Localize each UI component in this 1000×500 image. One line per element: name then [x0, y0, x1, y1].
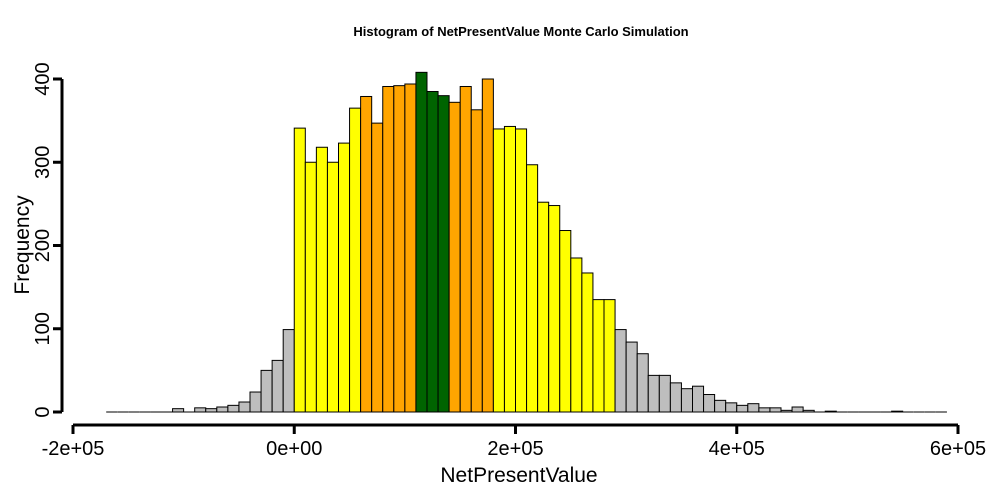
y-axis-label: Frequency: [11, 195, 34, 295]
x-axis-label: NetPresentValue: [440, 464, 597, 487]
y-tick-label: 0: [32, 406, 54, 417]
histogram-bar: [382, 85, 395, 413]
histogram-bar: [824, 410, 837, 413]
histogram-bar: [614, 329, 627, 413]
histogram-bar: [791, 406, 804, 413]
histogram-bar: [703, 394, 716, 413]
y-axis: 0 100 200 300 400: [32, 62, 64, 418]
histogram-bar: [503, 125, 516, 413]
histogram-bar: [736, 404, 749, 413]
x-tick-label: 0e+00: [266, 438, 322, 460]
histogram-bar: [415, 71, 428, 413]
histogram-bar: [404, 83, 417, 413]
histogram-bar: [338, 142, 351, 413]
histogram-bars: [106, 71, 947, 413]
histogram-bar: [205, 408, 218, 413]
histogram-bar: [349, 107, 362, 413]
histogram-bar: [625, 341, 638, 413]
histogram-bar: [548, 205, 561, 413]
histogram-bar: [747, 403, 760, 413]
histogram-bar: [581, 272, 594, 413]
histogram-bar: [802, 409, 815, 413]
histogram-bar: [304, 161, 317, 413]
histogram-bar: [680, 388, 693, 413]
histogram-bar: [426, 90, 439, 413]
histogram-bar: [238, 401, 251, 413]
histogram-bar: [271, 359, 284, 413]
x-axis: -2e+05 0e+00 2e+05 4e+05 6e+05: [42, 423, 986, 460]
histogram-bar: [437, 95, 450, 413]
histogram-bar: [592, 299, 605, 413]
histogram-bar: [470, 109, 483, 413]
histogram-bar: [393, 85, 406, 413]
histogram-bar: [559, 230, 572, 413]
x-tick-label: -2e+05: [42, 438, 105, 460]
chart-title: Histogram of NetPresentValue Monte Carlo…: [353, 24, 688, 39]
histogram-bar: [669, 382, 682, 413]
histogram-bar: [481, 78, 494, 413]
histogram-bar: [636, 353, 649, 413]
histogram-bar: [492, 128, 505, 413]
y-tick-label: 300: [32, 146, 54, 179]
x-tick-label: 2e+05: [487, 438, 543, 460]
x-tick-label: 4e+05: [709, 438, 765, 460]
histogram-bar: [891, 410, 904, 413]
histogram-bar: [448, 101, 461, 413]
histogram-bar: [216, 406, 229, 413]
histogram-bar: [194, 407, 207, 413]
histogram-bar: [282, 329, 295, 413]
histogram-bar: [537, 201, 550, 413]
histogram-bar: [249, 391, 262, 413]
histogram-bar: [360, 95, 373, 413]
histogram-bar: [658, 374, 671, 413]
histogram-bar: [326, 161, 339, 413]
histogram-bar: [780, 409, 793, 413]
histogram-bar: [459, 85, 472, 413]
histogram-bar: [570, 257, 583, 413]
histogram-bar: [603, 299, 616, 413]
histogram-bar: [315, 146, 328, 413]
histogram-bar: [260, 369, 273, 413]
y-tick-label: 400: [32, 62, 54, 95]
histogram-bar: [769, 407, 782, 413]
histogram-bar: [293, 127, 306, 413]
histogram-bar: [227, 404, 240, 413]
histogram-bar: [371, 122, 384, 413]
histogram-bar: [526, 164, 539, 413]
histogram-bar: [172, 408, 185, 413]
histogram-bar: [692, 385, 705, 413]
histogram-bar: [647, 374, 660, 413]
x-tick-label: 6e+05: [930, 438, 986, 460]
histogram-bar: [725, 402, 738, 413]
histogram-bar: [758, 407, 771, 413]
histogram-bar: [714, 399, 727, 413]
histogram-bar: [515, 128, 528, 413]
y-tick-label: 200: [32, 229, 54, 262]
y-tick-label: 100: [32, 312, 54, 345]
